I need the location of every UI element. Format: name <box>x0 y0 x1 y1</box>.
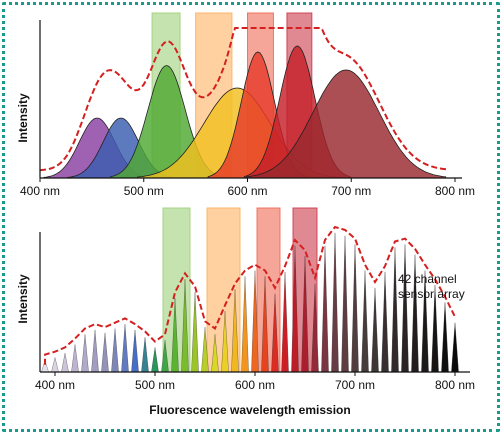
bottom-channel-peaks <box>41 232 459 373</box>
channel-peak <box>391 247 399 373</box>
channel-peak <box>321 245 329 373</box>
sensor-array-chart: 400 nm 500 nm 600 nm 700 nm 800 nm Intensity… <box>16 207 475 417</box>
top-x-ticks: 400 nm 500 nm 600 nm 700 nm 800 nm <box>20 178 475 198</box>
channel-peak <box>71 344 79 373</box>
top-x-tick-label: 800 nm <box>435 184 475 198</box>
channel-peak <box>91 329 99 373</box>
channel-peak <box>131 329 139 373</box>
bottom-x-tick-label: 600 nm <box>235 378 275 392</box>
top-x-tick-label: 500 nm <box>124 184 164 198</box>
top-y-axis-title: Intensity <box>16 93 30 143</box>
channel-peak <box>151 347 159 373</box>
channel-peak <box>371 287 379 373</box>
bottom-envelope-curve <box>44 225 456 365</box>
bottom-y-axis-title: Intensity <box>16 274 30 324</box>
emission-spectra-chart: 400 nm 500 nm 600 nm 700 nm 800 nm Intensity <box>16 12 475 198</box>
bottom-x-tick-label: 700 nm <box>335 378 375 392</box>
channel-peak <box>401 244 409 373</box>
channel-peak <box>111 328 119 373</box>
channel-peak <box>81 334 89 373</box>
channel-peak <box>441 302 449 373</box>
x-axis-title: Fluorescence wavelength emission <box>149 403 350 417</box>
bottom-x-ticks: 400 nm 500 nm 600 nm 700 nm 800 nm <box>35 372 475 392</box>
channel-peak <box>61 353 69 373</box>
top-x-tick-label: 400 nm <box>20 184 60 198</box>
channel-peak <box>141 337 149 373</box>
channel-peak <box>101 332 109 373</box>
top-x-tick-label: 700 nm <box>331 184 371 198</box>
bottom-x-tick-label: 800 nm <box>435 378 475 392</box>
channel-peak <box>331 232 339 373</box>
channel-peak <box>351 244 359 373</box>
channel-peak <box>381 271 389 373</box>
channel-peak <box>281 271 289 373</box>
channel-peak <box>241 276 249 373</box>
channel-peak <box>361 270 369 373</box>
annotation-line-1: 42 channel <box>398 272 457 286</box>
channel-peak <box>341 235 349 373</box>
top-envelope-curve <box>39 27 447 172</box>
channel-peak <box>51 357 59 373</box>
bottom-x-tick-label: 400 nm <box>35 378 75 392</box>
annotation-line-2: sensor array <box>398 287 465 301</box>
top-x-tick-label: 600 nm <box>227 184 267 198</box>
channel-peak <box>191 292 199 373</box>
channel-peak <box>121 324 129 373</box>
bottom-x-tick-label: 500 nm <box>135 378 175 392</box>
channel-peak <box>451 322 459 373</box>
top-emission-peak <box>246 69 447 179</box>
top-emission-peaks <box>43 45 447 179</box>
